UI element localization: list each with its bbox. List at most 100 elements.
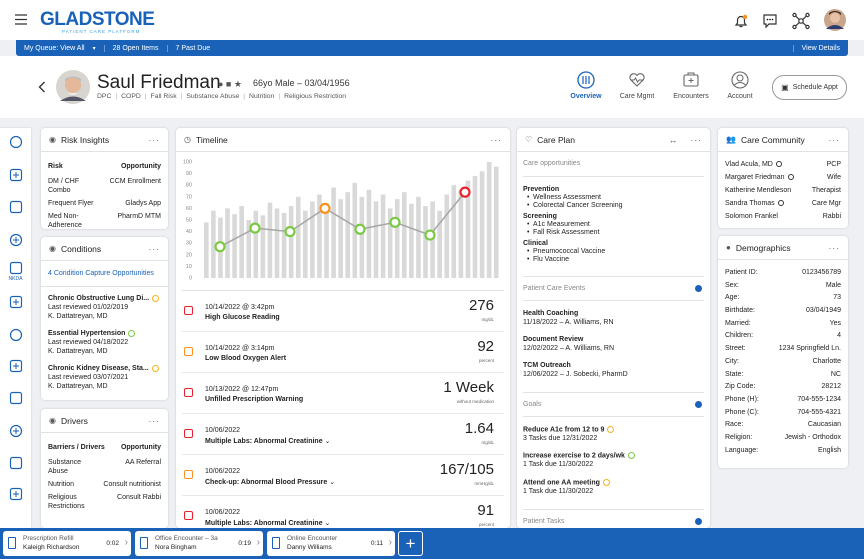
section-title: Patient Care Events: [523, 276, 704, 301]
more-button[interactable]: ···: [148, 243, 160, 254]
care-event[interactable]: TCM Outreach 12/06/2022 – J. Sobecki, Pha…: [523, 362, 704, 379]
tab[interactable]: Care Mgmt: [612, 71, 662, 100]
table-row: Religious Restrictions Consult Rabbi: [48, 493, 161, 511]
event-title-text: Check-up: Abnormal Blood Pressure: [205, 479, 328, 486]
field-label: Birthdate:: [725, 307, 755, 315]
section-title: Care opportunities: [523, 152, 704, 177]
tab-icon[interactable]: [731, 71, 749, 89]
task-card[interactable]: Prescription Refill Kaleigh Richardson 0:0…: [3, 531, 131, 556]
expand-icon[interactable]: ↔: [669, 134, 678, 145]
patient-tag: Fall Risk: [150, 93, 177, 100]
add-button[interactable]: [695, 518, 702, 526]
condition[interactable]: Chronic Kidney Disease, Sta... Last revie…: [48, 364, 161, 391]
section-label: Patient Care Events: [523, 285, 586, 292]
open-items[interactable]: 28 Open Items: [103, 44, 167, 52]
tab-icon[interactable]: [628, 71, 646, 89]
card-header: ◉ Drivers ···: [41, 409, 168, 433]
event[interactable]: 10/13/2022 @ 12:47pm Unfilled Prescriptio…: [182, 373, 504, 414]
tab[interactable]: Overview: [561, 71, 611, 100]
tab[interactable]: Encounters: [666, 71, 716, 100]
menu-icon[interactable]: [15, 14, 27, 25]
expand-chevron[interactable]: ⌄: [322, 520, 331, 527]
more-button[interactable]: ···: [148, 134, 160, 145]
sidebar-icon[interactable]: [9, 233, 23, 247]
chat-icon[interactable]: [762, 13, 778, 29]
sidebar-icon[interactable]: [9, 424, 23, 438]
bar: [402, 192, 407, 278]
table-row: Frequent Flyer Gladys App: [48, 199, 161, 208]
sidebar-icon[interactable]: [9, 168, 23, 182]
back-button[interactable]: [38, 81, 46, 93]
care-event[interactable]: Health Coaching 11/18/2022 – A. Williams,…: [523, 310, 704, 327]
capture-link[interactable]: 4 Condition Capture Opportunities: [41, 261, 168, 287]
user-avatar[interactable]: [824, 9, 846, 31]
task-label: Prescription Refill: [23, 535, 74, 542]
tab-label[interactable]: Overview: [570, 93, 602, 100]
sidebar-icon[interactable]: [9, 295, 23, 309]
member-name: Solomon Frankel: [725, 213, 778, 220]
schedule-label[interactable]: Schedule Appt: [792, 84, 838, 91]
event-value: 276: [468, 297, 494, 314]
task-card[interactable]: Office Encounter – 3a Nora Bingham 0:19 ›: [135, 531, 263, 556]
sidebar-icon[interactable]: [9, 328, 23, 342]
bullet: •: [527, 248, 530, 255]
card-header: ● Demographics ···: [718, 236, 848, 260]
tab-label[interactable]: Care Mgmt: [619, 93, 655, 100]
bar: [486, 162, 492, 278]
bell-icon[interactable]: [733, 13, 749, 29]
more-button[interactable]: ···: [828, 134, 840, 145]
goal[interactable]: Attend one AA meeting 1 Task due 11/30/20…: [523, 478, 704, 496]
care-plan-body: Care opportunities Prevention • Wellness As…: [517, 152, 710, 528]
tab-label[interactable]: Encounters: [673, 93, 709, 100]
event-date: 10/06/2022: [205, 468, 241, 475]
care-event-title: TCM Outreach: [523, 362, 571, 369]
goal[interactable]: Increase exercise to 2 days/wk 1 Task due…: [523, 452, 704, 469]
event[interactable]: 10/14/2022 @ 3:42pm High Glucose Reading 2…: [182, 291, 504, 332]
sidebar-icon[interactable]: [9, 391, 23, 405]
schedule-button[interactable]: ▣ Schedule Appt: [772, 75, 847, 100]
sidebar-icon[interactable]: [9, 261, 23, 275]
condition[interactable]: Essential Hypertension Last reviewed 04/1…: [48, 329, 161, 356]
event-date: 10/14/2022 @ 3:42pm: [205, 304, 275, 311]
more-button[interactable]: ···: [690, 134, 702, 145]
more-button[interactable]: ···: [828, 242, 840, 253]
tab-label[interactable]: Account: [727, 93, 753, 100]
sidebar-icon[interactable]: [9, 487, 23, 501]
more-button[interactable]: ···: [490, 134, 502, 145]
add-task-button[interactable]: +: [398, 531, 423, 556]
sidebar-bg: [0, 128, 31, 528]
add-button[interactable]: [695, 401, 702, 408]
goal-detail: 1 Task due 11/30/2022: [523, 461, 594, 469]
event[interactable]: 10/14/2022 @ 3:14pm Low Blood Oxygen Aler…: [182, 332, 504, 373]
care-event[interactable]: Document Review 12/02/2022 – A. Williams,…: [523, 336, 704, 353]
tab-icon[interactable]: [682, 71, 700, 89]
sidebar-icon[interactable]: [9, 135, 23, 149]
event-unit: mg/dL: [481, 317, 494, 322]
tab-icon[interactable]: [577, 71, 595, 89]
past-due[interactable]: 7 Past Due: [166, 44, 219, 52]
sidebar-icon[interactable]: [9, 456, 23, 470]
tab[interactable]: Account: [715, 71, 765, 100]
view-details[interactable]: View Details: [792, 44, 848, 52]
field-value: 73: [833, 294, 841, 302]
field-label: Age:: [725, 294, 740, 302]
sidebar-icon[interactable]: [9, 359, 23, 373]
more-button[interactable]: ···: [148, 415, 160, 426]
condition[interactable]: Chronic Obstructive Lung Di... Last revie…: [48, 294, 161, 321]
row-value: PharmD MTM: [117, 213, 161, 220]
task-card[interactable]: Online Encounter Danny Williams 0:11 ›: [267, 531, 395, 556]
add-button[interactable]: [695, 285, 702, 292]
expand-chevron[interactable]: ⌄: [322, 438, 331, 445]
sidebar-icon[interactable]: [9, 200, 23, 214]
network-icon[interactable]: [792, 12, 810, 30]
event[interactable]: 10/06/2022 Check-up: Abnormal Blood Press…: [182, 455, 504, 496]
task-time: 0:11: [370, 540, 383, 547]
status-icon: [151, 364, 159, 372]
event[interactable]: 10/06/2022 Multiple Labs: Abnormal Creati…: [182, 414, 504, 455]
queue-view-all[interactable]: My Queue: View All: [24, 44, 85, 52]
top-bar: GLADSTONE PATIENT CARE PLATFORM: [0, 0, 864, 40]
event[interactable]: 10/06/2022 Multiple Labs: Abnormal Creati…: [182, 496, 504, 528]
bar: [373, 201, 379, 278]
expand-chevron[interactable]: ⌄: [327, 479, 336, 486]
